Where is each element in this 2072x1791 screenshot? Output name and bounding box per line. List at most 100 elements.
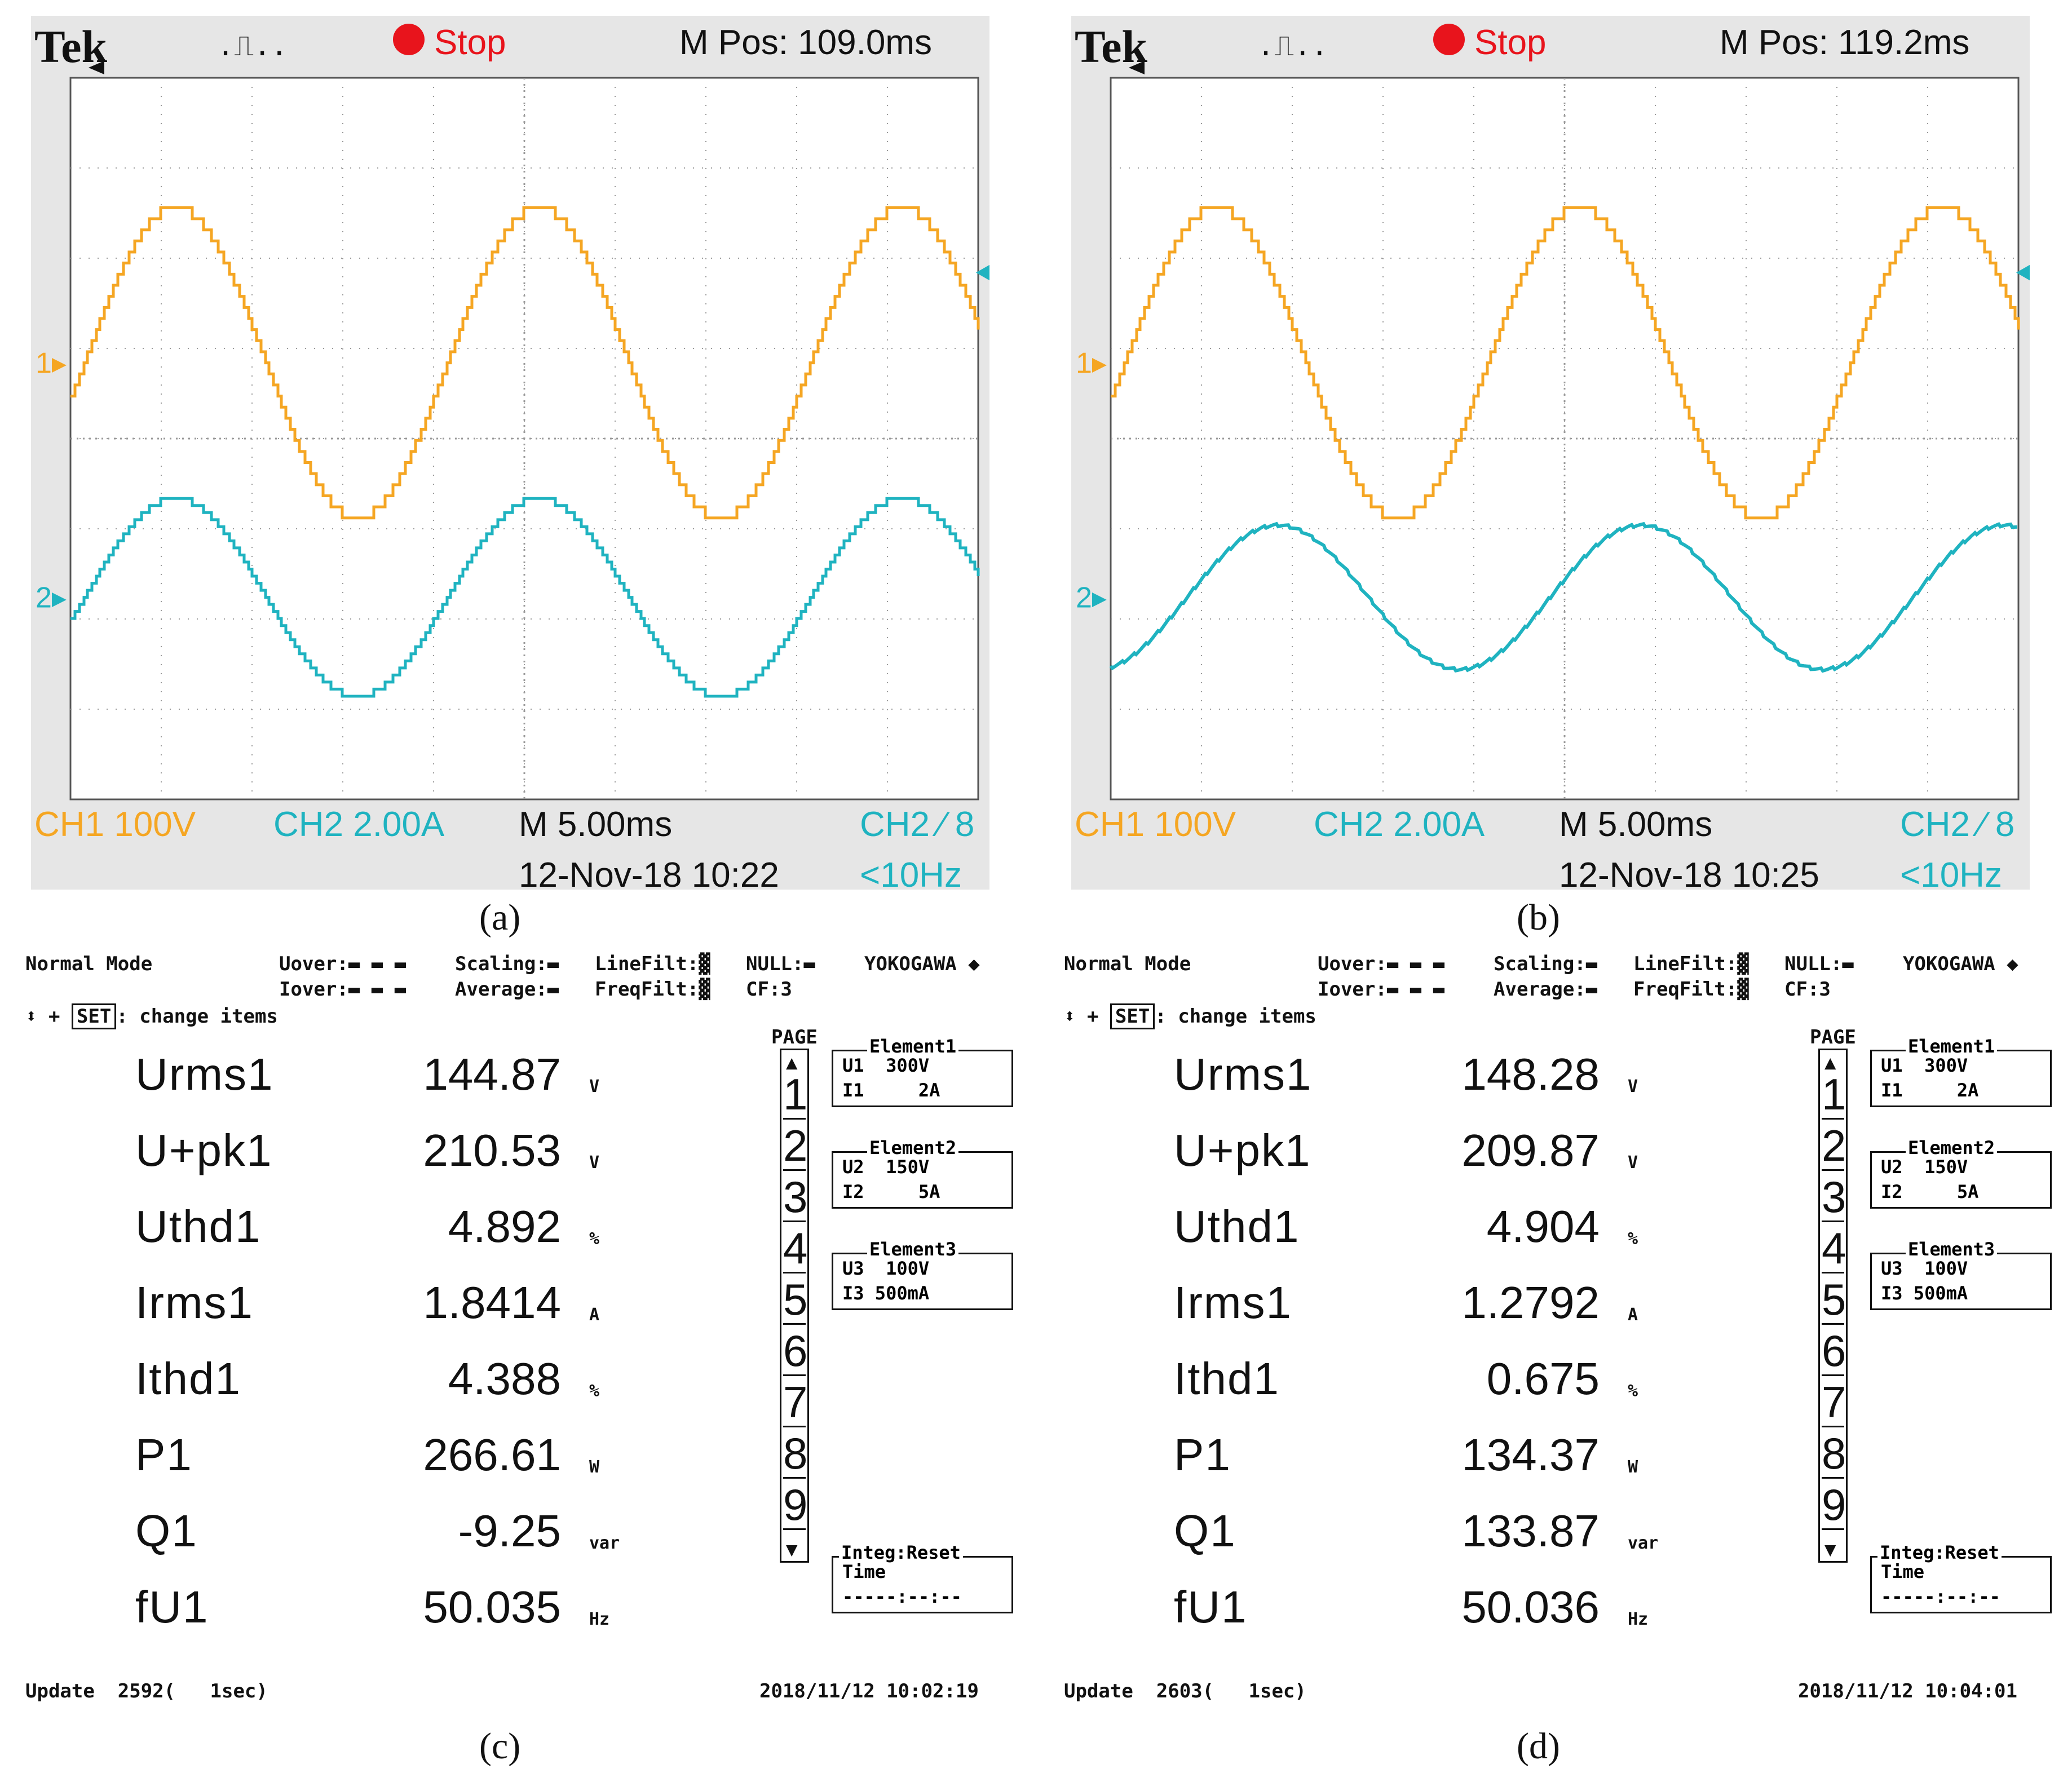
page-number: 5 bbox=[783, 1275, 808, 1325]
updown-key-icon: ⬍ + bbox=[1064, 1005, 1110, 1028]
measurement-label: Ithd1 bbox=[1174, 1354, 1280, 1404]
change-items-hint: ⬍ + SET: change items bbox=[25, 1003, 278, 1029]
page-number: 2 bbox=[783, 1121, 808, 1171]
ch1-scale: CH1 100V bbox=[1075, 805, 1236, 844]
measurement-unit: % bbox=[589, 1381, 600, 1401]
measurement-unit: A bbox=[1628, 1305, 1638, 1325]
timestamp: 2018/11/12 10:02:19 bbox=[759, 1680, 979, 1702]
cf-indicator: CF:3 bbox=[746, 978, 792, 1001]
element-box: Element3 U3 100V I3 500mA bbox=[832, 1239, 1013, 1310]
null-indicator: NULL:▬ bbox=[1784, 953, 1854, 975]
iover-indicator: Iover:▬ ▬ ▬ bbox=[279, 978, 407, 1001]
caption-d: (d) bbox=[1517, 1726, 1560, 1767]
ch2-marker: 2▸ bbox=[1076, 582, 1107, 614]
freqfilt-indicator: FreqFilt:▓ bbox=[1633, 978, 1749, 1001]
measurement-value: 148.28 bbox=[1461, 1049, 1600, 1099]
horizontal-position: M Pos: 109.0ms bbox=[679, 23, 932, 62]
trigger-frequency: <10Hz bbox=[1900, 856, 2002, 890]
measurement-value: 4.892 bbox=[448, 1201, 561, 1252]
element-title: Element1 bbox=[867, 1036, 959, 1057]
element-voltage-range: U1 300V bbox=[842, 1055, 930, 1076]
acquisition-symbol: .⎍.. bbox=[217, 29, 288, 62]
page-up-icon: ▲ bbox=[786, 1051, 798, 1074]
measurement-value: 1.2792 bbox=[1461, 1277, 1600, 1328]
measurement-value: 50.035 bbox=[423, 1582, 561, 1632]
measurement-value: 144.87 bbox=[423, 1049, 561, 1099]
element-title: Element3 bbox=[867, 1239, 959, 1260]
integration-time-value: -----:--:-- bbox=[1881, 1586, 2000, 1607]
acquisition-symbol: .⎍.. bbox=[1257, 29, 1328, 62]
page-number: 9 bbox=[783, 1480, 808, 1530]
linefilt-indicator: LineFilt:▓ bbox=[1633, 953, 1749, 975]
measurement-unit: V bbox=[589, 1077, 600, 1096]
scaling-indicator: Scaling:▬ bbox=[455, 953, 559, 975]
measurement-label: U+pk1 bbox=[135, 1125, 273, 1175]
measurement-unit: A bbox=[589, 1305, 600, 1325]
change-items-text: : change items bbox=[1155, 1005, 1316, 1028]
timestamp: 2018/11/12 10:04:01 bbox=[1798, 1680, 2017, 1702]
cf-indicator: CF:3 bbox=[1784, 978, 1831, 1001]
ch2-current-trace bbox=[70, 497, 980, 698]
average-indicator: Average:▬ bbox=[455, 978, 559, 1001]
ch1-scale: CH1 100V bbox=[34, 805, 196, 844]
caption-a: (a) bbox=[479, 897, 521, 938]
horizontal-position: M Pos: 119.2ms bbox=[1720, 23, 1969, 62]
power-meter-c: Normal Mode Uover:▬ ▬ ▬ Iover:▬ ▬ ▬ Scaling… bbox=[25, 947, 1040, 1725]
measurement-unit: V bbox=[589, 1153, 600, 1173]
page-number: 6 bbox=[1822, 1326, 1846, 1376]
page-number: 1 bbox=[1822, 1069, 1846, 1120]
measurement-unit: % bbox=[1628, 1229, 1638, 1249]
change-items-text: : change items bbox=[116, 1005, 278, 1028]
element-voltage-range: U2 150V bbox=[842, 1156, 930, 1178]
page-number: 2 bbox=[1822, 1121, 1846, 1171]
measurement-value: 4.904 bbox=[1486, 1201, 1600, 1252]
trigger-position-arrow bbox=[89, 61, 104, 74]
measurement-value: 4.388 bbox=[448, 1354, 561, 1404]
element-box: Element1 U1 300V I1 2A bbox=[832, 1036, 1013, 1107]
measurement-value: 1.8414 bbox=[423, 1277, 561, 1328]
page-down-icon: ▼ bbox=[1824, 1538, 1836, 1561]
measurement-unit: V bbox=[1628, 1153, 1638, 1173]
scaling-indicator: Scaling:▬ bbox=[1494, 953, 1598, 975]
element-box: Element2 U2 150V I2 5A bbox=[1870, 1137, 2052, 1209]
measurement-label: fU1 bbox=[1174, 1582, 1248, 1632]
element-box: Element2 U2 150V I2 5A bbox=[832, 1137, 1013, 1209]
measurement-label: Uthd1 bbox=[135, 1201, 262, 1252]
run-status: Stop bbox=[434, 23, 506, 62]
measurement-label: Irms1 bbox=[1174, 1277, 1292, 1328]
ch2-scale: CH2 2.00A bbox=[273, 805, 445, 844]
element-title: Element2 bbox=[867, 1137, 959, 1158]
element-title: Element2 bbox=[1906, 1137, 1998, 1158]
trigger-level-arrow bbox=[976, 264, 989, 281]
page-number: 3 bbox=[783, 1172, 808, 1222]
update-counter: Update 2603( 1sec) bbox=[1064, 1680, 1306, 1702]
integration-time-label: Time bbox=[842, 1561, 886, 1582]
updown-key-icon: ⬍ + bbox=[25, 1005, 72, 1028]
page-number: 3 bbox=[1822, 1172, 1846, 1222]
element-title: Element3 bbox=[1906, 1239, 1998, 1260]
measurement-label: Urms1 bbox=[135, 1049, 274, 1099]
tek-logo: Tek bbox=[1075, 21, 1148, 72]
measurement-label: P1 bbox=[1174, 1430, 1231, 1480]
element-current-range: I2 5A bbox=[842, 1181, 940, 1202]
page-number: 9 bbox=[1822, 1480, 1846, 1530]
page-number: 4 bbox=[783, 1223, 808, 1273]
measurement-unit: W bbox=[589, 1457, 600, 1477]
element-box: Element3 U3 100V I3 500mA bbox=[1870, 1239, 2052, 1310]
ch1-marker: 1▸ bbox=[36, 347, 67, 380]
stop-indicator-icon bbox=[1433, 24, 1465, 55]
page-label: PAGE bbox=[1810, 1026, 1856, 1049]
element-voltage-range: U3 100V bbox=[842, 1258, 930, 1279]
integration-box: Integ:Reset Time -----:--:-- bbox=[832, 1542, 1013, 1613]
element-voltage-range: U3 100V bbox=[1881, 1258, 1968, 1279]
power-meter-d: Normal Mode Uover:▬ ▬ ▬ Iover:▬ ▬ ▬ Scaling… bbox=[1064, 947, 2072, 1725]
measurement-label: U+pk1 bbox=[1174, 1125, 1311, 1175]
measurement-label: Q1 bbox=[1174, 1506, 1236, 1556]
measurement-unit: % bbox=[589, 1229, 600, 1249]
element-voltage-range: U1 300V bbox=[1881, 1055, 1968, 1076]
set-key-label: SET bbox=[1110, 1003, 1155, 1029]
measurement-label: Urms1 bbox=[1174, 1049, 1313, 1099]
measurement-label: P1 bbox=[135, 1430, 193, 1480]
element-current-range: I1 2A bbox=[1881, 1080, 1979, 1101]
linefilt-indicator: LineFilt:▓ bbox=[595, 953, 710, 975]
